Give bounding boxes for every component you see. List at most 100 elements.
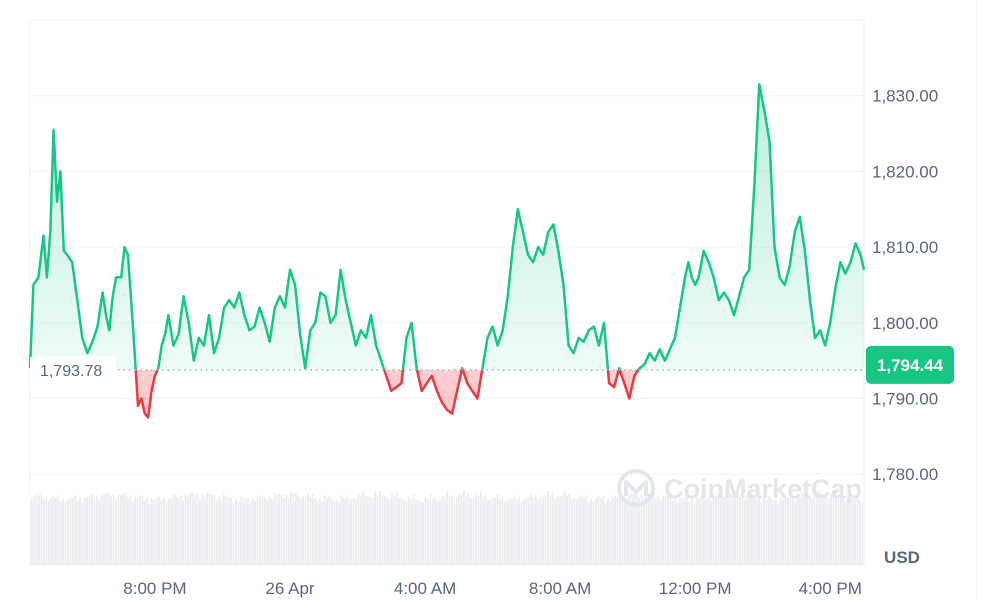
volume-bar	[213, 495, 216, 565]
volume-bar	[475, 494, 477, 565]
volume-bar	[208, 493, 211, 565]
volume-bar	[772, 499, 775, 565]
volume-bar	[395, 492, 398, 565]
x-tick-label: 26 Apr	[265, 579, 314, 598]
volume-bar	[645, 493, 648, 565]
volume-bar	[727, 499, 729, 565]
volume-bar	[683, 497, 686, 565]
volume-bar	[710, 500, 712, 565]
volume-bar	[167, 497, 170, 565]
volume-bar	[585, 495, 588, 565]
volume-bar	[323, 495, 326, 565]
x-tick-label: 4:00 PM	[799, 579, 862, 598]
volume-bar	[496, 494, 499, 565]
volume-bar	[383, 496, 386, 565]
volume-bar	[64, 502, 67, 565]
volume-bar	[573, 497, 576, 565]
volume-bar	[575, 499, 578, 565]
volume-bar	[405, 500, 408, 565]
volume-bar	[196, 494, 199, 565]
volume-bar	[191, 492, 194, 565]
volume-bar	[374, 492, 376, 565]
volume-bar	[489, 499, 492, 565]
volume-bar	[700, 495, 703, 565]
volume-bar	[326, 498, 328, 565]
volume-bar	[563, 491, 566, 565]
volume-bar	[571, 499, 573, 565]
volume-bar	[775, 499, 777, 565]
volume-bar	[741, 495, 744, 565]
volume-bar	[595, 498, 597, 565]
volume-bar	[357, 493, 360, 565]
volume-bar	[465, 495, 468, 565]
volume-bar	[79, 498, 81, 565]
volume-bar	[753, 495, 756, 565]
volume-bar	[302, 496, 304, 565]
volume-bar	[458, 494, 460, 565]
volume-bar	[35, 493, 38, 565]
x-tick-label: 8:00 AM	[529, 579, 591, 598]
volume-bar	[280, 494, 283, 565]
volume-bar	[273, 492, 276, 565]
volume-bar	[777, 503, 780, 565]
volume-bar	[801, 492, 804, 565]
price-area	[28, 83, 866, 419]
volume-bars	[31, 490, 864, 565]
volume-bar	[381, 495, 384, 565]
volume-bar	[359, 496, 362, 565]
volume-bar	[100, 495, 103, 565]
volume-bar	[803, 494, 806, 565]
volume-bar	[532, 497, 535, 565]
volume-bar	[314, 497, 316, 565]
volume-bar	[345, 494, 348, 565]
volume-bar	[731, 495, 734, 565]
volume-bar	[674, 498, 676, 565]
y-tick-label: 1,820.00	[872, 162, 938, 181]
volume-bar	[837, 495, 840, 565]
volume-bar	[643, 498, 645, 565]
area-above-open	[30, 84, 864, 370]
volume-bar	[508, 499, 511, 565]
volume-bar	[52, 496, 55, 565]
volume-bar	[319, 498, 321, 565]
volume-bar	[38, 495, 40, 565]
volume-bar	[311, 494, 314, 565]
volume-bar	[33, 495, 36, 565]
volume-bar	[671, 501, 674, 565]
volume-bar	[266, 500, 268, 565]
volume-bar	[527, 497, 530, 565]
volume-bar	[259, 496, 261, 565]
volume-bar	[256, 495, 259, 565]
volume-bar	[609, 501, 612, 565]
volume-bar	[165, 503, 168, 565]
volume-bar	[782, 499, 784, 565]
volume-bar	[715, 495, 717, 565]
volume-bar	[232, 502, 235, 565]
volume-bar	[705, 499, 708, 565]
volume-bar	[544, 495, 547, 565]
volume-bar	[412, 494, 415, 565]
volume-bar	[784, 495, 787, 565]
volume-bar	[328, 496, 331, 565]
y-tick-label: 1,810.00	[872, 238, 938, 257]
volume-bar	[172, 495, 175, 565]
volume-bar	[559, 496, 561, 565]
volume-bar	[494, 498, 496, 565]
volume-bar	[290, 491, 292, 565]
volume-bar	[371, 497, 374, 565]
volume-bar	[655, 498, 657, 565]
volume-bar	[767, 495, 770, 565]
volume-bar	[628, 494, 631, 565]
volume-bar	[223, 494, 225, 565]
volume-bar	[427, 499, 429, 565]
volume-bar	[292, 494, 295, 565]
volume-bar	[679, 497, 681, 565]
volume-bar	[851, 494, 854, 565]
volume-bar	[189, 492, 192, 565]
volume-bar	[681, 498, 684, 565]
volume-bar	[347, 498, 350, 565]
volume-bar	[835, 492, 837, 565]
volume-bar	[743, 500, 746, 565]
volume-bar	[429, 494, 432, 565]
